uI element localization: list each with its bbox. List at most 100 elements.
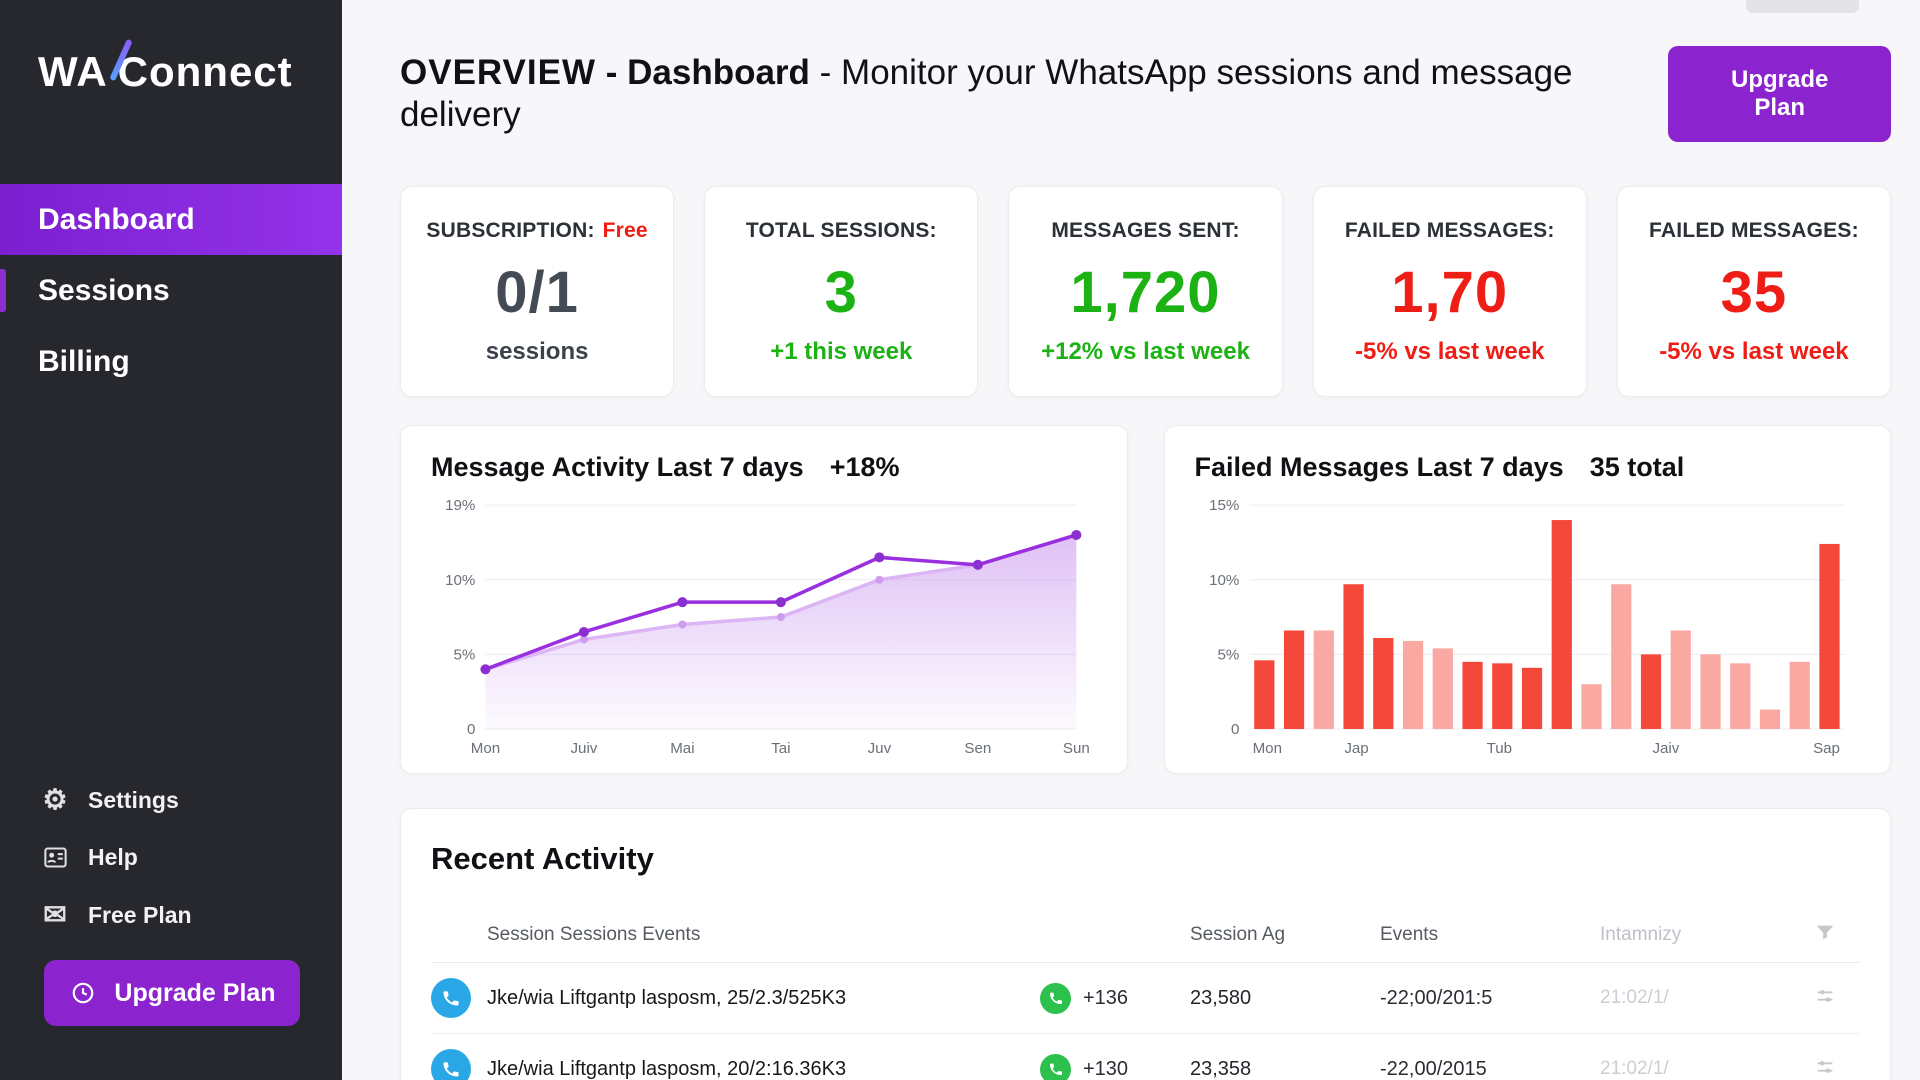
sidebar: WA Connect Dashboard Sessions Billing ⚙ S… — [0, 0, 342, 1080]
recent-activity-title: Recent Activity — [431, 841, 654, 877]
row-actions — [1790, 1056, 1860, 1080]
session-phone-icon — [431, 978, 471, 1019]
sidebar-item-free-plan[interactable]: ✉ Free Plan — [0, 886, 342, 944]
svg-text:Juv: Juv — [868, 740, 892, 757]
stats-row: SUBSCRIPTION: Free 0/1 sessions TOTAL SES… — [400, 186, 1892, 397]
range-value: -22;00/201:5 — [1380, 986, 1493, 1009]
footer-label: Settings — [88, 786, 179, 813]
delta-value: +130 — [1083, 1057, 1129, 1080]
stat-value: 1,70 — [1391, 260, 1509, 325]
delta-value: +136 — [1083, 986, 1129, 1009]
gear-icon: ⚙ — [42, 784, 68, 815]
session-type-cell — [431, 978, 487, 1019]
session-type-cell — [431, 1049, 487, 1080]
chart-badge: 35 total — [1589, 452, 1685, 482]
svg-text:10%: 10% — [445, 572, 475, 589]
page-title: OVERVIEW - Dashboard - Monitor your What… — [400, 46, 1668, 136]
svg-text:19%: 19% — [445, 497, 475, 514]
chart-title: Message Activity Last 7 days +18% — [431, 452, 900, 482]
activity-row-1[interactable]: Jke/wia Liftgantp lasposm, 25/2.3/525K3 … — [431, 963, 1860, 1035]
events-value: 23,358 — [1190, 1057, 1252, 1080]
stat-value: 1,720 — [1070, 260, 1221, 325]
id-card-icon — [40, 844, 70, 871]
whatsapp-icon — [1040, 982, 1071, 1014]
app-logo: WA Connect — [0, 0, 342, 96]
nav-label: Sessions — [38, 273, 170, 307]
stat-card-messages-sent: MESSAGES SENT: 1,720 +12% vs last week — [1008, 186, 1283, 397]
active-indicator — [0, 269, 6, 312]
title-section: Dashboard — [627, 53, 810, 92]
nav-label: Dashboard — [38, 202, 195, 236]
failed-messages-chart: 0 5% 10% 15% Mon Jap Tub Jaiv Sap — [1209, 497, 1844, 757]
svg-text:Sun: Sun — [1063, 740, 1090, 757]
session-phone-icon — [431, 1049, 471, 1080]
svg-text:10%: 10% — [1209, 572, 1239, 589]
stat-card-failed-messages-1: FAILED MESSAGES: 1,70 -5% vs last week — [1312, 186, 1587, 397]
stat-card-total-sessions: TOTAL SESSIONS: 3 +1 this week — [704, 186, 979, 397]
sidebar-footer: ⚙ Settings Help ✉ Free Plan — [0, 771, 342, 1080]
svg-text:Tub: Tub — [1486, 740, 1511, 757]
footer-label: Help — [88, 844, 138, 870]
stat-value: 0/1 — [495, 260, 579, 325]
svg-text:Juiv: Juiv — [570, 740, 597, 757]
session-name: Jke/wia Liftgantp lasposm, 25/2.3/525K3 — [487, 986, 847, 1009]
nav-label: Billing — [38, 344, 130, 378]
column-header-intamnizy: Intamnizy — [1600, 923, 1682, 945]
stat-subtext: sessions — [485, 338, 589, 365]
delta-cell: +136 — [1040, 982, 1190, 1014]
sidebar-item-settings[interactable]: ⚙ Settings — [0, 771, 342, 829]
stat-value: 35 — [1720, 260, 1788, 325]
events-value: 23,580 — [1190, 986, 1252, 1009]
svg-text:5%: 5% — [454, 646, 476, 663]
stat-label-accent: Free — [602, 219, 648, 242]
svg-text:Sen: Sen — [964, 740, 991, 757]
sidebar-nav: Dashboard Sessions Billing — [0, 184, 342, 397]
top-decor-pill — [1746, 0, 1859, 13]
column-header-actions — [1790, 921, 1860, 949]
sidebar-upgrade-button[interactable]: Upgrade Plan — [44, 960, 300, 1026]
chart-title: Failed Messages Last 7 days 35 total — [1194, 452, 1685, 482]
failed-messages-card: Failed Messages Last 7 days 35 total 0 5% 1… — [1163, 425, 1891, 775]
main-content: OVERVIEW - Dashboard - Monitor your What… — [342, 0, 1920, 1080]
mail-icon: ✉ — [43, 899, 67, 930]
sidebar-item-billing[interactable]: Billing — [0, 326, 342, 397]
delta-cell: +130 — [1040, 1053, 1190, 1080]
chart-badge: +18% — [829, 452, 900, 482]
whatsapp-icon — [1040, 1053, 1071, 1080]
session-name: Jke/wia Liftgantp lasposm, 20/2:16.36K3 — [487, 1057, 847, 1080]
page-header: OVERVIEW - Dashboard - Monitor your What… — [400, 0, 1891, 142]
row-action-icon[interactable] — [1814, 985, 1836, 1012]
stat-label: FAILED MESSAGES: — [1344, 219, 1555, 242]
header-upgrade-button[interactable]: Upgrade Plan — [1668, 46, 1891, 142]
sidebar-item-sessions[interactable]: Sessions — [0, 255, 342, 326]
stat-card-failed-messages-2: FAILED MESSAGES: 35 -5% vs last week — [1616, 186, 1892, 397]
recent-activity-card: Recent Activity Session Sessions Events … — [400, 808, 1891, 1080]
sidebar-item-dashboard[interactable]: Dashboard — [0, 184, 342, 255]
svg-text:Tai: Tai — [771, 740, 790, 757]
title-description: - Monitor your WhatsApp sessions and mes… — [400, 53, 1573, 134]
row-actions — [1790, 985, 1860, 1012]
svg-text:5%: 5% — [1217, 646, 1239, 663]
charts-row: Message Activity Last 7 days +18% 0 5% 10% 1… — [400, 425, 1891, 775]
message-activity-card: Message Activity Last 7 days +18% 0 5% 10% 1… — [400, 425, 1128, 775]
clock-icon — [68, 980, 98, 1006]
logo-wa: WA — [38, 38, 133, 95]
row-action-icon[interactable] — [1814, 1056, 1836, 1080]
stat-value: 3 — [824, 260, 858, 325]
filter-icon[interactable] — [1814, 921, 1836, 949]
stat-label: TOTAL SESSIONS: — [745, 219, 937, 242]
column-header-session-ag: Session Ag — [1190, 923, 1286, 945]
stat-subtext: -5% vs last week — [1659, 338, 1849, 365]
stat-subtext: +1 this week — [770, 338, 913, 365]
title-overview: OVERVIEW — [400, 53, 597, 92]
stat-label: MESSAGES SENT: — [1051, 219, 1240, 242]
stat-card-subscription: SUBSCRIPTION: Free 0/1 sessions — [400, 186, 675, 397]
time-value: 21:02/1/ — [1600, 987, 1669, 1009]
sidebar-item-help[interactable]: Help — [0, 829, 342, 886]
svg-text:Jap: Jap — [1344, 740, 1368, 757]
activity-row-2[interactable]: Jke/wia Liftgantp lasposm, 20/2:16.36K3 … — [431, 1034, 1860, 1080]
svg-text:15%: 15% — [1209, 497, 1239, 514]
stat-subtext: -5% vs last week — [1354, 338, 1545, 365]
svg-text:Mai: Mai — [670, 740, 694, 757]
